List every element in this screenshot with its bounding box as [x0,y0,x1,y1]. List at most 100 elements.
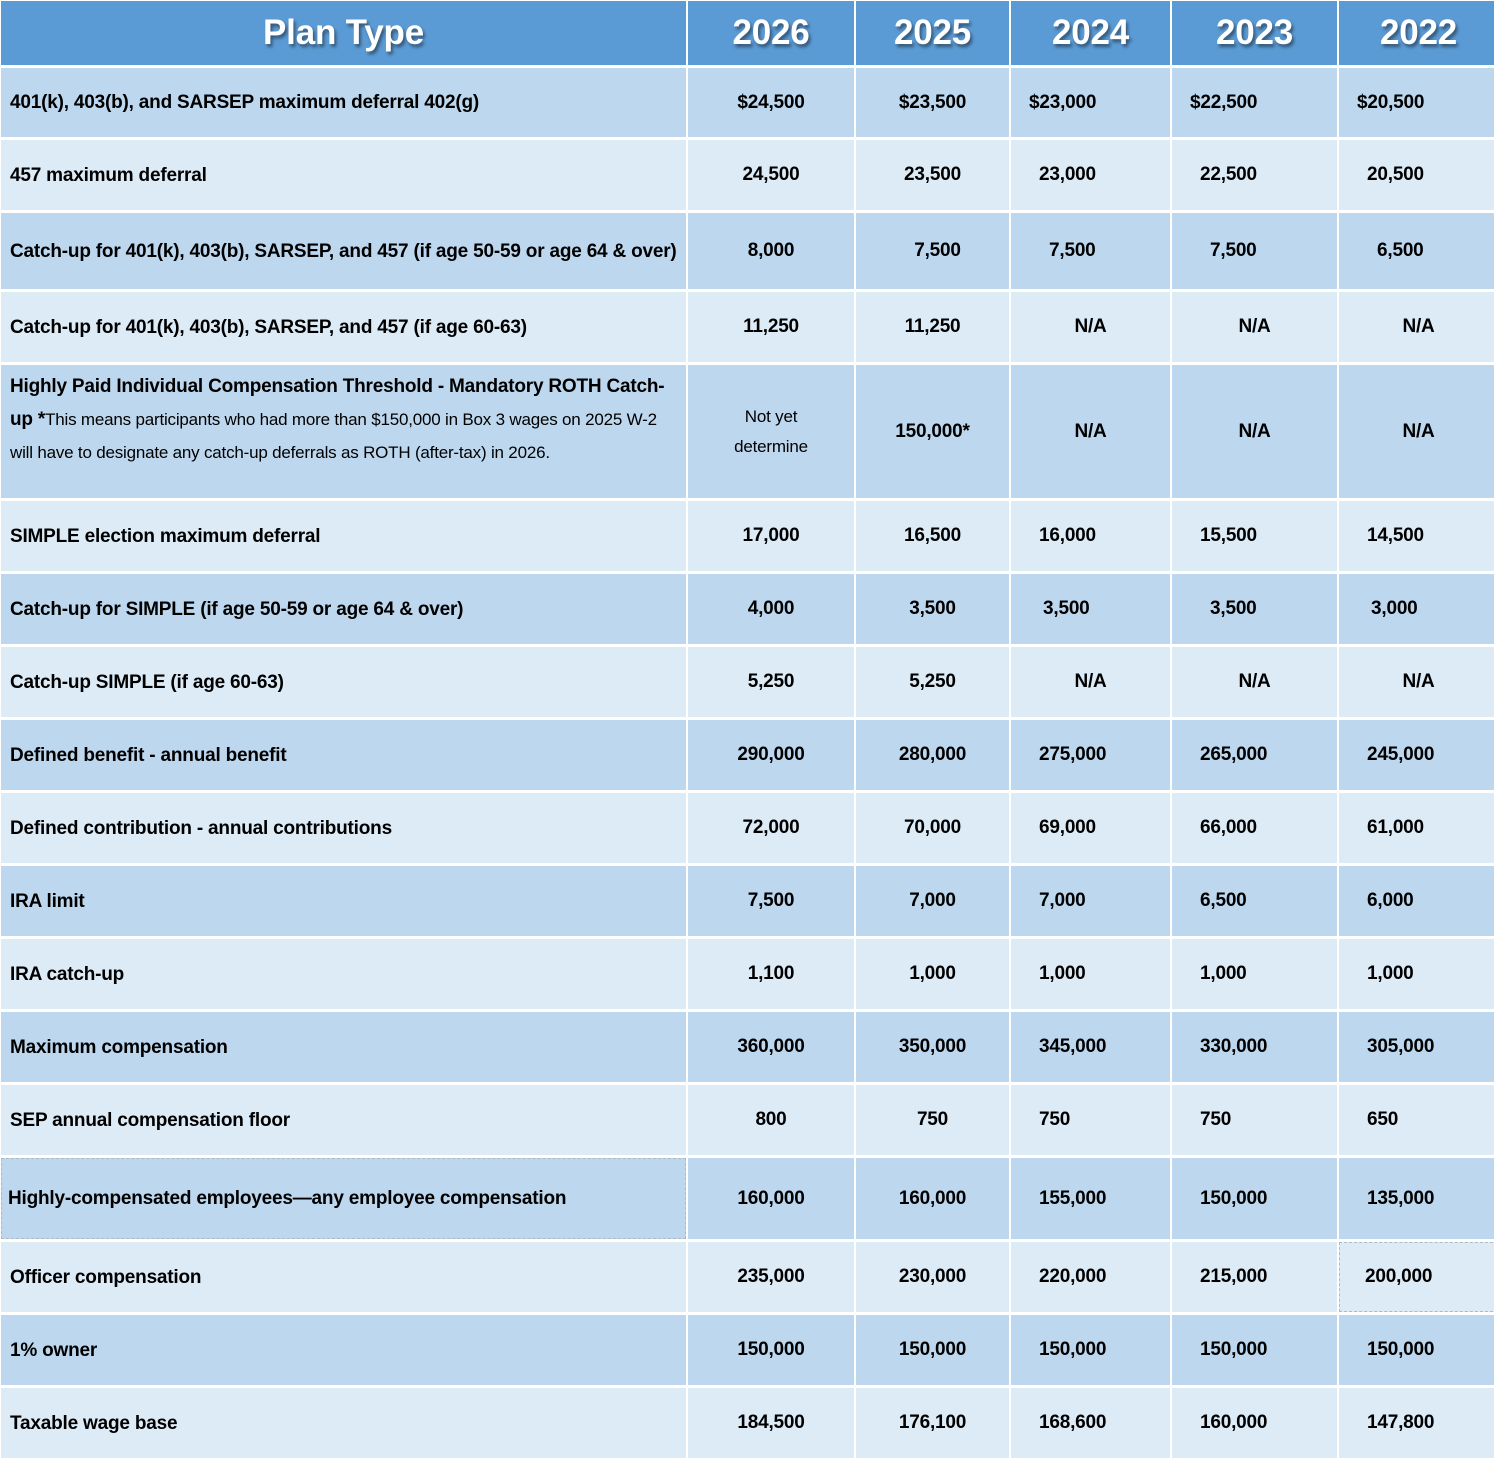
cell-2026: 24,500 [688,140,854,210]
cell-2025: 7,000 [856,866,1009,936]
cell-2023: 150,000 [1172,1315,1337,1385]
row-label: IRA limit [1,866,686,936]
cell-2025: 230,000 [856,1242,1009,1312]
cell-2023: $22,500 [1172,68,1337,137]
cell-2025: $23,500 [856,68,1009,137]
cell-2024: 69,000 [1011,793,1170,863]
cell-2023: 7,500 [1172,213,1337,289]
header-2026: 2026 [688,1,854,65]
cell-2024: 220,000 [1011,1242,1170,1312]
cell-2025: 23,500 [856,140,1009,210]
cell-2022: $20,500 [1339,68,1494,137]
cell-2024: 345,000 [1011,1012,1170,1082]
cell-2024: N/A [1011,647,1170,717]
cell-2026: 800 [688,1085,854,1155]
row-label: SIMPLE election maximum deferral [1,501,686,571]
cell-2024: N/A [1011,365,1170,498]
cell-2022: 245,000 [1339,720,1494,790]
cell-2023: N/A [1172,647,1337,717]
row-label: Taxable wage base [1,1388,686,1458]
cell-2025: 350,000 [856,1012,1009,1082]
cell-2023: N/A [1172,292,1337,362]
cell-2024: 23,000 [1011,140,1170,210]
cell-2024: 1,000 [1011,939,1170,1009]
cell-2024: 275,000 [1011,720,1170,790]
row-label: Catch-up for SIMPLE (if age 50-59 or age… [1,574,686,644]
cell-2022: 1,000 [1339,939,1494,1009]
row-label: 457 maximum deferral [1,140,686,210]
cell-2023: 160,000 [1172,1388,1337,1458]
row-label: SEP annual compensation floor [1,1085,686,1155]
cell-2022: 61,000 [1339,793,1494,863]
header-2022: 2022 [1339,1,1494,65]
cell-2024: 3,500 [1011,574,1170,644]
cell-2022: 150,000 [1339,1315,1494,1385]
cell-2026: 235,000 [688,1242,854,1312]
cell-2026: 8,000 [688,213,854,289]
cell-2024: 7,000 [1011,866,1170,936]
cell-2022: 135,000 [1339,1158,1494,1239]
cell-2023: 750 [1172,1085,1337,1155]
cell-2025: 70,000 [856,793,1009,863]
row-label: Highly-compensated employees—any employe… [1,1158,686,1239]
cell-2022: 6,500 [1339,213,1494,289]
cell-2026: 360,000 [688,1012,854,1082]
cell-2025: 7,500 [856,213,1009,289]
header-2023: 2023 [1172,1,1337,65]
row-label: Officer compensation [1,1242,686,1312]
row-note: This means participants who had more tha… [10,410,657,462]
cell-2024: 168,600 [1011,1388,1170,1458]
row-label: Catch-up for 401(k), 403(b), SARSEP, and… [1,213,686,289]
cell-2024: 16,000 [1011,501,1170,571]
cell-2026: 17,000 [688,501,854,571]
cell-2023: 22,500 [1172,140,1337,210]
cell-2022: N/A [1339,647,1494,717]
row-label: Catch-up SIMPLE (if age 60-63) [1,647,686,717]
cell-2022: 305,000 [1339,1012,1494,1082]
cell-2023: 66,000 [1172,793,1337,863]
cell-2025: 176,100 [856,1388,1009,1458]
cell-2026: 4,000 [688,574,854,644]
cell-2024: 750 [1011,1085,1170,1155]
cell-2024: 150,000 [1011,1315,1170,1385]
cell-2022: 14,500 [1339,501,1494,571]
cell-2022: 147,800 [1339,1388,1494,1458]
cell-2023: 150,000 [1172,1158,1337,1239]
cell-2024: N/A [1011,292,1170,362]
cell-2022: 200,000 [1339,1242,1494,1312]
cell-2023: 330,000 [1172,1012,1337,1082]
cell-2025: 280,000 [856,720,1009,790]
row-label-roth-threshold: Highly Paid Individual Compensation Thre… [1,365,686,498]
cell-2025: 5,250 [856,647,1009,717]
row-label: IRA catch-up [1,939,686,1009]
row-label: 401(k), 403(b), and SARSEP maximum defer… [1,68,686,137]
cell-2024: 7,500 [1011,213,1170,289]
cell-2025: 3,500 [856,574,1009,644]
cell-2026: 160,000 [688,1158,854,1239]
cell-2023: 1,000 [1172,939,1337,1009]
cell-2026: 184,500 [688,1388,854,1458]
cell-2026: 11,250 [688,292,854,362]
cell-2024: $23,000 [1011,68,1170,137]
cell-2024: 155,000 [1011,1158,1170,1239]
cell-2025: 150,000 [856,1315,1009,1385]
cell-2023: 3,500 [1172,574,1337,644]
cell-2023: 15,500 [1172,501,1337,571]
cell-2026: Not yet determine [688,365,854,498]
cell-2025: 11,250 [856,292,1009,362]
header-2025: 2025 [856,1,1009,65]
row-label: Catch-up for 401(k), 403(b), SARSEP, and… [1,292,686,362]
cell-2022: 650 [1339,1085,1494,1155]
row-label: Defined contribution - annual contributi… [1,793,686,863]
header-2024: 2024 [1011,1,1170,65]
row-label: 1% owner [1,1315,686,1385]
cell-2025: 150,000* [856,365,1009,498]
cell-2025: 1,000 [856,939,1009,1009]
cell-2026: 7,500 [688,866,854,936]
row-label-bold: Highly Paid Individual Compensation Thre… [10,376,665,430]
cell-2022: 6,000 [1339,866,1494,936]
header-plan-type: Plan Type [1,1,686,65]
cell-2025: 16,500 [856,501,1009,571]
cell-2022: N/A [1339,365,1494,498]
